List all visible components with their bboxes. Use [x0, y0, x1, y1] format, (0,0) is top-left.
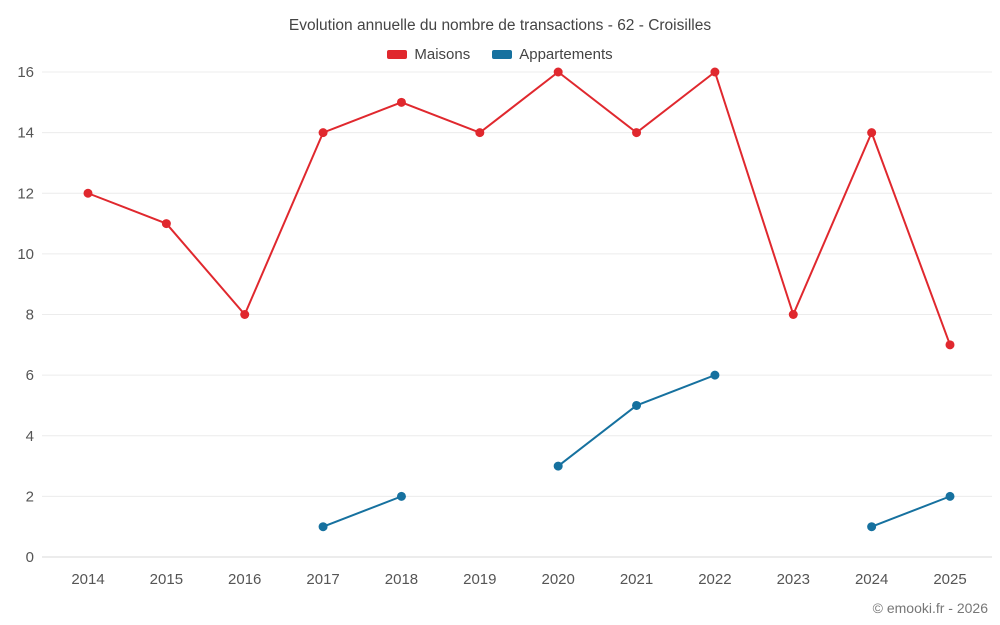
point-maisons-2019 — [475, 128, 485, 138]
point-maisons-2023 — [788, 310, 798, 319]
point-appartements-2025 — [945, 491, 955, 501]
point-maisons-2016 — [240, 310, 250, 319]
y-tick-label: 12 — [17, 185, 34, 202]
x-tick-label: 2021 — [620, 571, 653, 588]
point-appartements-2017 — [318, 522, 328, 532]
legend-label-appartements: Appartements — [519, 46, 613, 63]
point-maisons-2025 — [945, 340, 955, 350]
chart-title: Evolution annuelle du nombre de transact… — [288, 17, 712, 34]
x-tick-label: 2016 — [228, 571, 261, 588]
x-tick-label: 2015 — [150, 571, 183, 588]
point-maisons-2020 — [553, 67, 563, 77]
y-tick-label: 6 — [26, 367, 34, 384]
x-tick-label: 2018 — [385, 571, 418, 588]
point-maisons-2022 — [710, 67, 720, 77]
point-maisons-2015 — [161, 219, 171, 229]
series-line-appartements — [322, 374, 951, 528]
legend-swatch-maisons — [387, 50, 408, 59]
point-appartements-2020 — [553, 461, 563, 471]
point-appartements-2024 — [867, 522, 877, 532]
x-tick-label: 2024 — [855, 571, 888, 588]
x-tick-label: 2014 — [71, 571, 104, 588]
watermark: © emooki.fr - 2026 — [872, 600, 988, 616]
y-tick-label: 4 — [26, 428, 34, 445]
x-tick-label: 2019 — [463, 571, 496, 588]
y-tick-label: 16 — [17, 64, 34, 81]
point-maisons-2018 — [396, 97, 406, 107]
series-line-maisons — [87, 71, 951, 346]
legend-item-appartements[interactable]: Appartements — [492, 46, 613, 63]
x-tick-label: 2023 — [777, 571, 810, 588]
y-tick-label: 14 — [17, 125, 34, 142]
x-tick-label: 2025 — [933, 571, 966, 588]
point-maisons-2021 — [632, 128, 642, 138]
point-maisons-2014 — [83, 188, 93, 198]
point-appartements-2021 — [632, 400, 642, 410]
legend-item-maisons[interactable]: Maisons — [387, 46, 470, 63]
point-maisons-2017 — [318, 128, 328, 138]
x-tick-label: 2020 — [541, 571, 574, 588]
legend-label-maisons: Maisons — [414, 46, 471, 63]
y-tick-label: 0 — [26, 549, 34, 566]
x-tick-label: 2017 — [306, 571, 339, 588]
point-maisons-2024 — [867, 128, 877, 138]
y-tick-label: 8 — [26, 307, 34, 324]
legend-swatch-appartements — [492, 50, 513, 59]
point-appartements-2022 — [710, 370, 720, 380]
x-tick-label: 2022 — [698, 571, 731, 588]
chart-legend: Maisons Appartements — [0, 46, 1000, 63]
y-tick-label: 2 — [26, 488, 34, 505]
point-appartements-2018 — [396, 491, 406, 501]
y-tick-label: 10 — [17, 246, 34, 263]
